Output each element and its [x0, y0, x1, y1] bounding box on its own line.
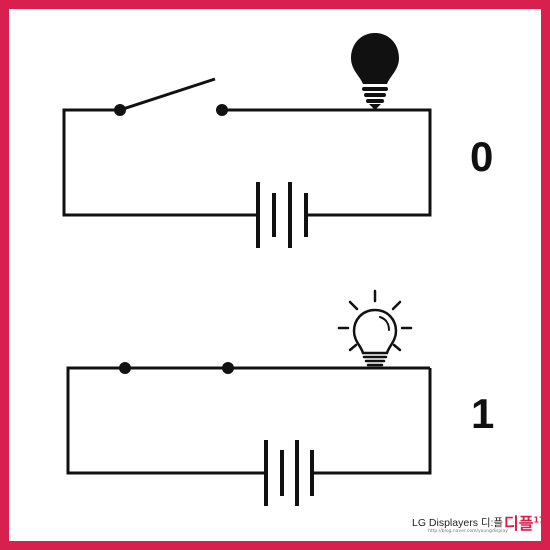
lightbulb-glowing-icon [337, 289, 413, 367]
lightbulb-filled-icon [351, 33, 399, 110]
switch-contact-left-closed [119, 362, 131, 374]
wire-top-right [222, 108, 432, 217]
brand-logo-text: 디플 [504, 514, 534, 533]
brand-text: LG Displayers 디:플 [412, 517, 504, 529]
wire-bottom-right [312, 368, 432, 475]
switch-contact-right-closed [222, 362, 234, 374]
state-label-off: 0 [470, 133, 494, 180]
brand-logo-sup: 17 [533, 515, 545, 525]
branding: LG Displayers 디:플 http://blog.naver.com/… [400, 510, 545, 540]
state-label-on: 1 [471, 390, 495, 437]
circuit-closed [66, 366, 432, 506]
brand-logo: 디플17 [504, 510, 545, 534]
wire-top-left [62, 108, 258, 217]
switch-lever-open [119, 77, 216, 112]
switch-contact-right [216, 104, 228, 116]
battery-symbol-icon [264, 440, 314, 506]
battery-symbol-icon [256, 182, 308, 248]
circuit-open [62, 77, 432, 248]
switch-contact-left [114, 104, 126, 116]
wire-bottom [66, 366, 430, 475]
brand-url: http://blog.naver.com/youngdisplay [428, 529, 508, 534]
